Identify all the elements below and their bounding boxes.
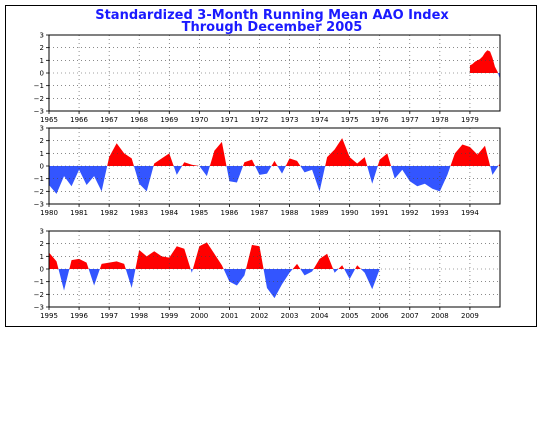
chart-title: Standardized 3-Month Running Mean AAO In… <box>95 8 449 23</box>
x-tick-label: 2001 <box>220 312 238 320</box>
y-tick-label: 2 <box>40 240 44 248</box>
x-tick-label: 1995 <box>40 312 58 320</box>
positive-area-series <box>49 242 380 269</box>
y-tick-label: 1 <box>40 253 44 261</box>
x-tick-label: 1989 <box>311 209 329 217</box>
chart-frame: Standardized 3-Month Running Mean AAO In… <box>5 5 537 327</box>
x-tick-label: 1999 <box>160 312 178 320</box>
x-tick-label: 1993 <box>431 209 449 217</box>
y-tick-label: −2 <box>34 291 44 299</box>
x-tick-label: 1979 <box>461 116 479 124</box>
x-tick-label: 1983 <box>130 209 148 217</box>
x-tick-label: 2007 <box>401 312 419 320</box>
x-tick-label: 1967 <box>100 116 118 124</box>
y-tick-label: −3 <box>34 108 44 116</box>
x-tick-label: 1965 <box>40 116 58 124</box>
y-tick-label: −2 <box>34 95 44 103</box>
x-tick-label: 1977 <box>401 116 419 124</box>
x-tick-label: 1988 <box>281 209 299 217</box>
x-tick-label: 1985 <box>190 209 208 217</box>
y-tick-label: 3 <box>40 228 44 236</box>
x-tick-label: 1975 <box>341 116 359 124</box>
x-tick-label: 1981 <box>70 209 88 217</box>
y-tick-label: 0 <box>40 266 44 274</box>
y-tick-label: −1 <box>34 278 44 286</box>
y-tick-label: −1 <box>34 175 44 183</box>
aao-index-chart: Standardized 3-Month Running Mean AAO In… <box>34 8 501 320</box>
x-tick-label: 1969 <box>160 116 178 124</box>
x-tick-label: 1972 <box>251 116 269 124</box>
positive-area-series <box>469 50 500 73</box>
y-tick-label: −3 <box>34 201 44 209</box>
x-tick-label: 1997 <box>100 312 118 320</box>
positive-area-series <box>49 138 500 166</box>
x-tick-label: 1984 <box>160 209 178 217</box>
x-tick-label: 1994 <box>461 209 479 217</box>
x-tick-label: 1982 <box>100 209 118 217</box>
x-tick-label: 2000 <box>190 312 208 320</box>
negative-area-series <box>49 269 380 299</box>
x-tick-label: 1970 <box>190 116 208 124</box>
x-tick-label: 1971 <box>220 116 238 124</box>
y-tick-label: 1 <box>40 150 44 158</box>
x-tick-label: 1976 <box>371 116 389 124</box>
x-tick-label: 1998 <box>130 312 148 320</box>
x-tick-label: 2002 <box>251 312 269 320</box>
x-tick-label: 1968 <box>130 116 148 124</box>
y-tick-label: 3 <box>40 125 44 133</box>
x-tick-label: 1996 <box>70 312 88 320</box>
x-tick-label: 1973 <box>281 116 299 124</box>
x-tick-label: 1966 <box>70 116 88 124</box>
negative-area-series <box>49 166 500 194</box>
x-tick-label: 1980 <box>40 209 58 217</box>
x-tick-label: 1990 <box>341 209 359 217</box>
x-tick-label: 2006 <box>371 312 389 320</box>
plot-frame <box>48 34 501 112</box>
y-tick-label: 0 <box>40 163 44 171</box>
x-tick-label: 1987 <box>251 209 269 217</box>
y-tick-label: −2 <box>34 188 44 196</box>
y-tick-label: 1 <box>40 57 44 65</box>
x-tick-label: 2009 <box>461 312 479 320</box>
chart-subtitle: Through December 2005 <box>182 20 363 35</box>
x-tick-label: 1992 <box>401 209 419 217</box>
x-tick-label: 1986 <box>220 209 238 217</box>
x-tick-label: 1978 <box>431 116 449 124</box>
x-tick-label: 2008 <box>431 312 449 320</box>
x-tick-label: 2004 <box>311 312 329 320</box>
y-tick-label: −1 <box>34 82 44 90</box>
y-tick-label: −3 <box>34 304 44 312</box>
x-tick-label: 2003 <box>281 312 299 320</box>
y-tick-label: 3 <box>40 32 44 40</box>
y-tick-label: 2 <box>40 137 44 145</box>
x-tick-label: 1991 <box>371 209 389 217</box>
y-tick-label: 2 <box>40 44 44 52</box>
y-tick-label: 0 <box>40 70 44 78</box>
x-tick-label: 1974 <box>311 116 329 124</box>
x-tick-label: 2005 <box>341 312 359 320</box>
